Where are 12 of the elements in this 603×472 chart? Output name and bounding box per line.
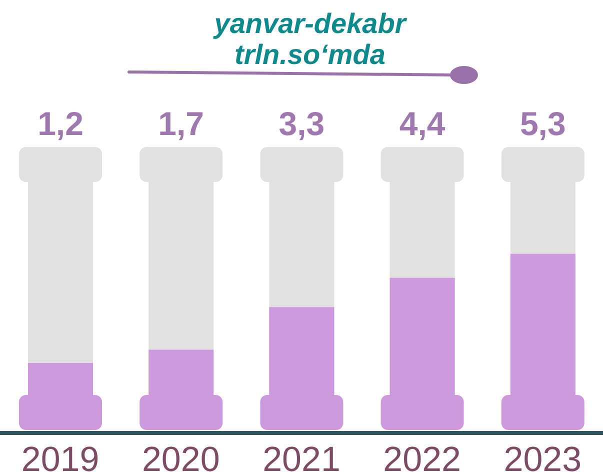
data-label: 1,2 — [38, 105, 84, 142]
data-label: 5,3 — [520, 105, 566, 142]
data-label: 3,3 — [278, 105, 325, 142]
x-tick-label: 2019 — [21, 440, 100, 472]
data-label: 1,7 — [158, 105, 204, 142]
chart-subtitle: trln.so‘mda — [234, 39, 386, 70]
x-tick-label: 2021 — [262, 440, 340, 472]
x-tick-label: 2022 — [383, 440, 462, 472]
x-tick-label: 2023 — [504, 440, 582, 472]
chart-title: yanvar-dekabr — [212, 8, 408, 39]
x-tick-label: 2020 — [142, 440, 220, 472]
data-label: 4,4 — [399, 105, 446, 142]
